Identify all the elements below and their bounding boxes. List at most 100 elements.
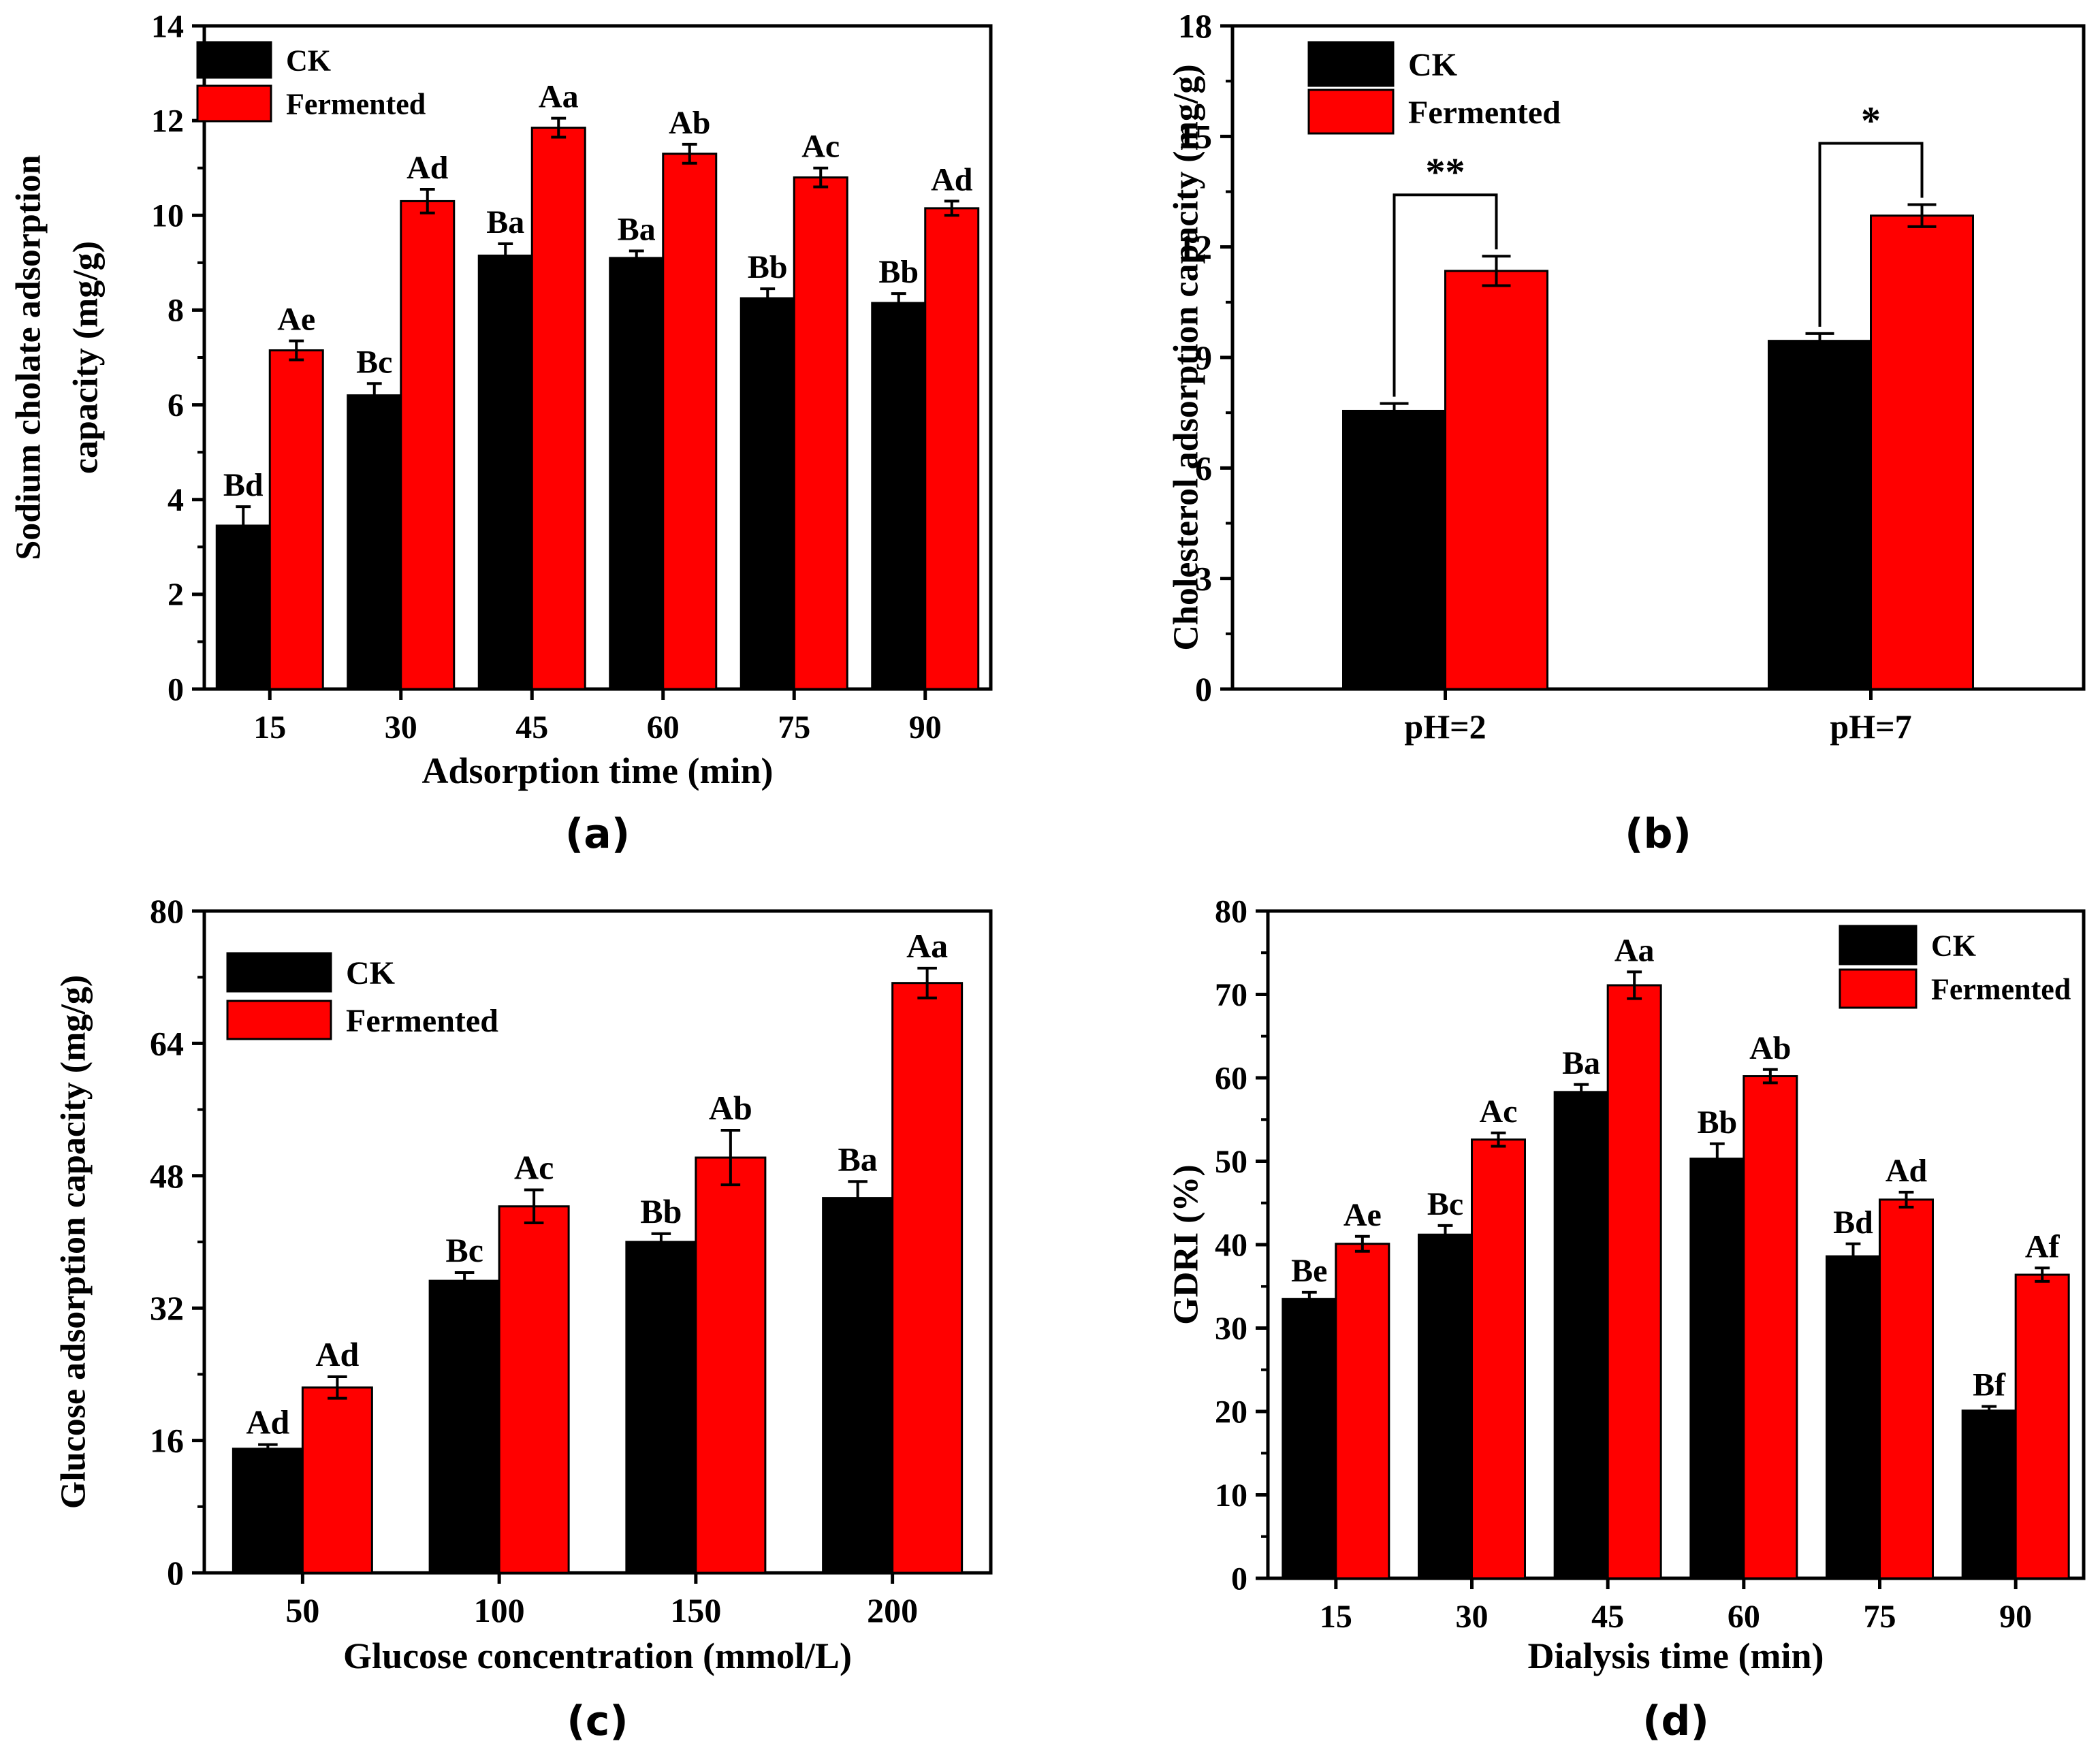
x-tick-label: 90 <box>1999 1599 2032 1635</box>
x-tick-label: 150 <box>670 1591 721 1629</box>
bar-fermented <box>924 207 980 690</box>
significance-letter: Aa <box>1614 932 1655 968</box>
significance-letter: Ba <box>1562 1045 1600 1081</box>
legend-swatch-fermented <box>196 84 272 123</box>
x-axis-label: Adsorption time (min) <box>422 750 774 791</box>
panel-label: (d) <box>1642 1697 1709 1745</box>
chart-panel-b: 0 3 6 9 12 15 18 pH=2 ** pH=7 * CK Fermented Choleste… <box>1167 7 2086 858</box>
bar-ck <box>477 254 533 690</box>
significance-letter: Bc <box>445 1231 483 1269</box>
significance-letter: Bd <box>223 467 264 503</box>
bar-ck <box>1342 409 1446 690</box>
y-tick-label: 0 <box>168 671 184 707</box>
significance-letter: Ae <box>277 302 315 338</box>
y-axis-label: Cholesterol adsorption capacity (mg/g) <box>1167 64 1206 650</box>
bar-ck <box>428 1279 500 1574</box>
bar-fermented <box>1335 1243 1390 1580</box>
y-tick-label: 2 <box>168 577 184 613</box>
significance-letter: Ac <box>514 1148 554 1186</box>
bar-fermented <box>400 199 456 690</box>
bar-ck <box>625 1241 697 1574</box>
panel-label: (c) <box>567 1697 628 1745</box>
y-tick-label: 8 <box>168 293 184 329</box>
bar-fermented <box>1879 1198 1934 1580</box>
significance-letter: Ae <box>1343 1197 1382 1233</box>
bar-fermented <box>793 176 848 690</box>
y-tick-label: 6 <box>1195 449 1212 487</box>
y-axis-label: GDRI (%) <box>1167 1164 1206 1324</box>
significance-letter: Ab <box>1749 1030 1791 1066</box>
legend-label: Fermented <box>1931 972 2071 1006</box>
bar-fermented <box>1444 270 1548 690</box>
bar-ck <box>1768 340 1872 690</box>
legend-label: Fermented <box>346 1003 498 1039</box>
significance-letter: Ac <box>801 129 840 165</box>
legend-swatch-ck <box>196 41 272 79</box>
x-tick-label: 90 <box>909 709 942 746</box>
y-tick-label: 10 <box>151 198 184 234</box>
bar-fermented <box>662 153 718 690</box>
x-tick-label: pH=2 <box>1404 707 1486 746</box>
y-tick-label: 4 <box>168 482 184 518</box>
x-tick-label: 60 <box>647 709 680 746</box>
significance-letter: Bf <box>1973 1367 2006 1403</box>
significance-letter: Bb <box>878 254 919 290</box>
significance-letter: Aa <box>906 927 948 965</box>
significance-letter: Ad <box>407 150 449 186</box>
x-tick-label: 75 <box>778 709 810 746</box>
y-tick-label: 80 <box>150 892 184 930</box>
bar-ck <box>1826 1255 1881 1580</box>
y-tick-label: 70 <box>1215 977 1247 1013</box>
y-tick-label: 12 <box>1178 228 1212 266</box>
significance-letter: Ad <box>246 1403 289 1441</box>
x-tick-label: 45 <box>515 709 548 746</box>
x-tick-label: 50 <box>285 1591 319 1629</box>
bar-fermented <box>695 1156 767 1574</box>
bar-ck <box>1282 1298 1337 1580</box>
panel-label: (a) <box>565 810 630 858</box>
legend-swatch-ck <box>1307 41 1395 87</box>
y-tick-label: 48 <box>150 1157 184 1195</box>
significance-letter: Bb <box>748 249 788 285</box>
significance-letter: Ad <box>1886 1153 1928 1189</box>
bar-ck <box>1553 1091 1609 1580</box>
bar-fermented <box>1743 1075 1798 1580</box>
legend-swatch-ck <box>1839 925 1918 965</box>
significance-letter: Bc <box>356 344 392 380</box>
bar-fermented <box>1870 214 1974 690</box>
panel-label: (b) <box>1625 810 1691 858</box>
plot-frame <box>1266 909 2086 1580</box>
x-tick-label: 75 <box>1864 1599 1896 1635</box>
y-tick-label: 16 <box>150 1422 184 1460</box>
y-tick-label: 10 <box>1215 1478 1247 1514</box>
bar-ck <box>1418 1233 1473 1580</box>
significance-letter: Bc <box>1427 1186 1463 1222</box>
y-tick-label: 14 <box>151 8 184 44</box>
bar-ck <box>739 297 795 690</box>
bar-fermented <box>1471 1138 1526 1580</box>
significance-stars: * <box>1861 98 1881 142</box>
legend-label: CK <box>1408 47 1457 83</box>
bar-ck <box>871 302 927 690</box>
significance-letter: Aa <box>539 79 579 115</box>
significance-bracket <box>1818 142 1924 327</box>
y-tick-label: 40 <box>1215 1227 1247 1263</box>
significance-letter: Af <box>2025 1228 2061 1264</box>
y-tick-label: 0 <box>167 1554 184 1592</box>
x-tick-label: 100 <box>474 1591 525 1629</box>
x-axis-label: Glucose concentration (mmol/L) <box>343 1635 852 1676</box>
y-tick-label: 12 <box>151 103 184 139</box>
x-tick-label: 60 <box>1728 1599 1760 1635</box>
bar-ck <box>347 394 402 690</box>
y-tick-label: 6 <box>168 387 184 424</box>
y-axis-label: Glucose adsorption capacity (mg/g) <box>54 975 93 1509</box>
y-tick-label: 20 <box>1215 1394 1247 1430</box>
legend-label: CK <box>1931 929 1976 962</box>
bar-ck <box>1961 1409 2017 1580</box>
y-tick-label: 64 <box>150 1024 184 1062</box>
significance-letter: Ad <box>315 1335 359 1373</box>
y-tick-label: 80 <box>1215 893 1247 929</box>
x-axis-label: Dialysis time (min) <box>1528 1635 1824 1676</box>
x-tick-label: 30 <box>1456 1599 1489 1635</box>
